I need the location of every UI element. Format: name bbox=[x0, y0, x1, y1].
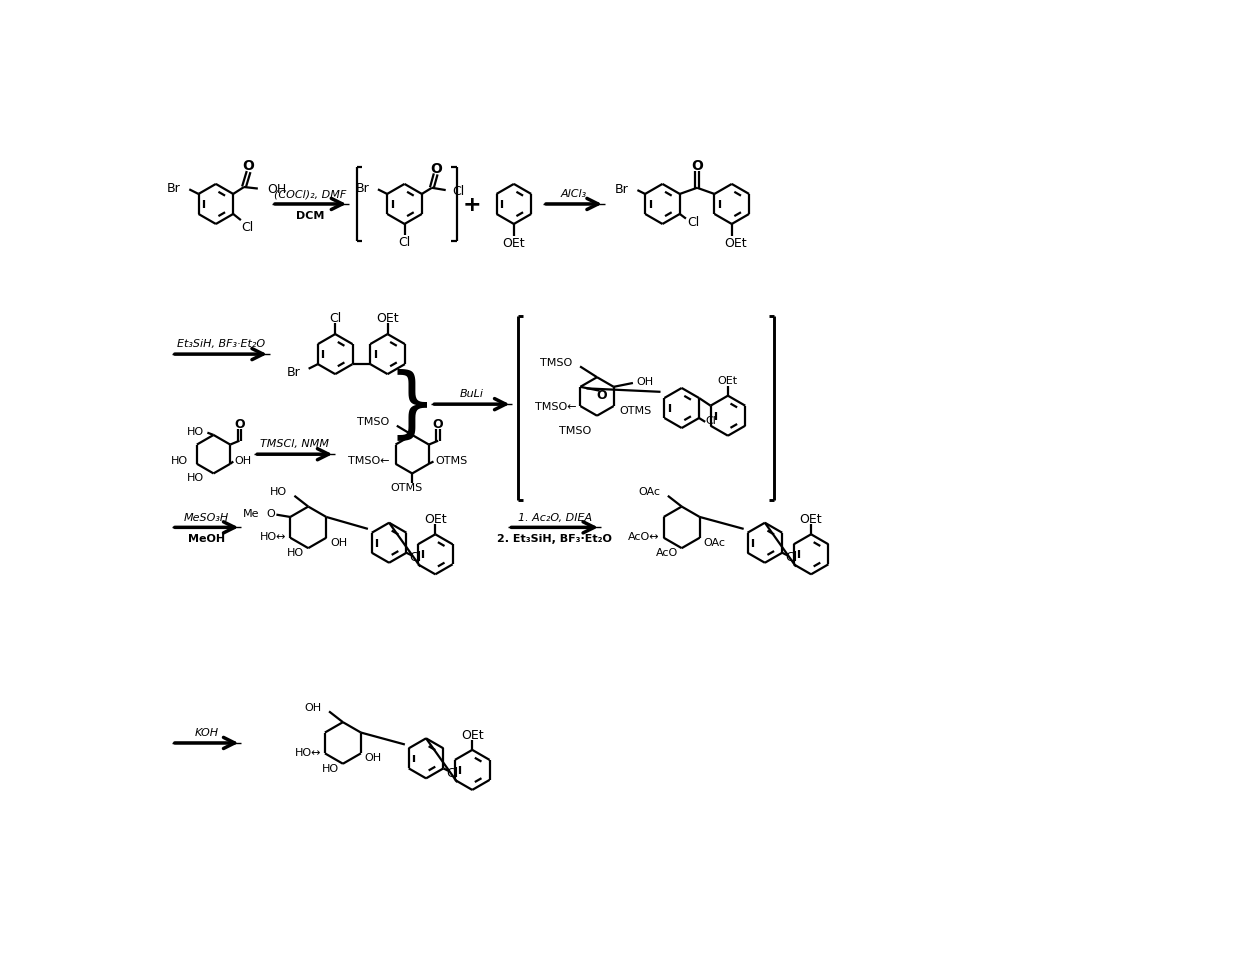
Text: AcO: AcO bbox=[656, 547, 678, 557]
Text: (COCl)₂, DMF: (COCl)₂, DMF bbox=[274, 189, 347, 199]
Text: Cl: Cl bbox=[446, 766, 459, 779]
Text: O: O bbox=[430, 162, 441, 175]
Text: HO: HO bbox=[269, 486, 286, 497]
Text: O: O bbox=[691, 159, 703, 172]
Text: Cl: Cl bbox=[687, 216, 699, 229]
Text: Cl: Cl bbox=[453, 185, 465, 198]
Text: O: O bbox=[267, 509, 275, 518]
Text: AcO↔: AcO↔ bbox=[629, 532, 660, 542]
Text: Cl: Cl bbox=[706, 415, 717, 425]
Text: }: } bbox=[388, 368, 436, 442]
Text: +: + bbox=[463, 195, 481, 215]
Text: Cl: Cl bbox=[398, 235, 410, 249]
Text: TMSO←: TMSO← bbox=[534, 402, 577, 412]
Text: OH: OH bbox=[637, 376, 653, 387]
Text: DCM: DCM bbox=[296, 210, 325, 221]
Text: HO: HO bbox=[288, 547, 304, 557]
Text: BuLi: BuLi bbox=[460, 389, 484, 399]
Text: TMSO←: TMSO← bbox=[347, 455, 389, 465]
Text: Cl: Cl bbox=[409, 550, 422, 564]
Text: 2. Et₃SiH, BF₃·Et₂O: 2. Et₃SiH, BF₃·Et₂O bbox=[497, 534, 613, 544]
Text: OAc: OAc bbox=[703, 537, 725, 547]
Text: TMSO: TMSO bbox=[357, 417, 389, 426]
Text: Cl: Cl bbox=[241, 221, 253, 234]
Text: Br: Br bbox=[167, 181, 181, 195]
Text: HO: HO bbox=[171, 455, 187, 465]
Text: OH: OH bbox=[365, 752, 382, 763]
Text: Et₃SiH, BF₃·Et₂O: Et₃SiH, BF₃·Et₂O bbox=[177, 339, 265, 349]
Text: OEt: OEt bbox=[424, 513, 446, 526]
Text: HO↔: HO↔ bbox=[295, 747, 321, 757]
Text: OAc: OAc bbox=[639, 486, 660, 497]
Text: MeSO₃H: MeSO₃H bbox=[184, 512, 229, 522]
Text: OTMS: OTMS bbox=[435, 455, 467, 465]
Text: Me: Me bbox=[243, 509, 259, 518]
Text: OH: OH bbox=[304, 702, 321, 712]
Text: OTMS: OTMS bbox=[620, 405, 652, 416]
Text: OEt: OEt bbox=[502, 236, 526, 250]
Text: HO: HO bbox=[187, 473, 205, 483]
Text: OEt: OEt bbox=[724, 236, 746, 250]
Text: OEt: OEt bbox=[376, 311, 399, 325]
Text: O: O bbox=[234, 417, 244, 430]
Text: OH: OH bbox=[234, 455, 252, 465]
Text: KOH: KOH bbox=[195, 728, 218, 737]
Text: 1. Ac₂O, DIEA: 1. Ac₂O, DIEA bbox=[517, 512, 591, 522]
Text: Br: Br bbox=[615, 183, 629, 196]
Text: TMSO: TMSO bbox=[558, 425, 590, 435]
Text: HO↔: HO↔ bbox=[260, 532, 286, 542]
Text: MeOH: MeOH bbox=[188, 534, 226, 544]
Text: OH: OH bbox=[330, 537, 347, 547]
Text: O: O bbox=[596, 389, 608, 401]
Text: Br: Br bbox=[356, 181, 370, 195]
Text: OH: OH bbox=[267, 183, 286, 196]
Text: OEt: OEt bbox=[800, 513, 822, 526]
Text: OTMS: OTMS bbox=[389, 483, 422, 493]
Text: O: O bbox=[433, 417, 444, 430]
Text: TMSCl, NMM: TMSCl, NMM bbox=[260, 439, 330, 449]
Text: AlCl₃: AlCl₃ bbox=[560, 189, 587, 199]
Text: OEt: OEt bbox=[461, 729, 484, 741]
Text: TMSO: TMSO bbox=[541, 358, 573, 367]
Text: OEt: OEt bbox=[718, 376, 738, 386]
Text: Cl: Cl bbox=[329, 311, 341, 325]
Text: HO: HO bbox=[322, 763, 339, 773]
Text: Br: Br bbox=[286, 366, 300, 379]
Text: O: O bbox=[243, 159, 254, 173]
Text: Cl: Cl bbox=[785, 550, 797, 564]
Text: HO: HO bbox=[187, 426, 205, 437]
